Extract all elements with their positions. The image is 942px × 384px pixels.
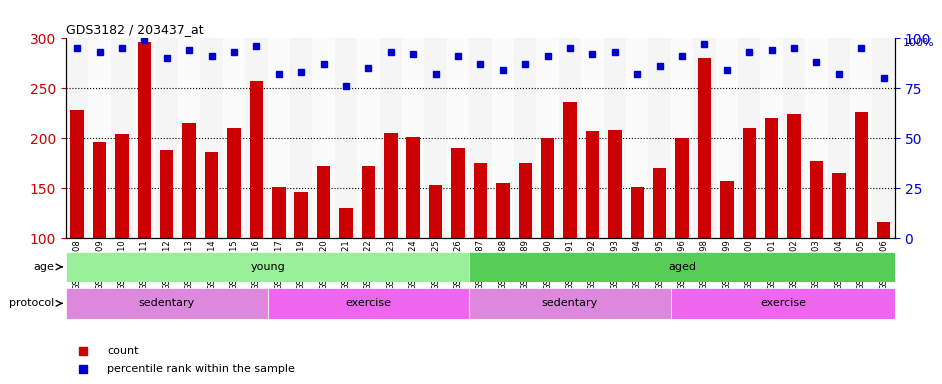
Bar	[183, 123, 196, 338]
Bar	[720, 181, 734, 338]
Bar	[559, 38, 581, 238]
Bar	[227, 128, 241, 338]
Text: sedentary: sedentary	[542, 298, 598, 308]
Bar	[854, 112, 868, 338]
Bar	[160, 150, 173, 338]
Bar	[155, 38, 178, 238]
Bar	[783, 38, 805, 238]
Bar	[518, 163, 532, 338]
FancyBboxPatch shape	[66, 252, 469, 282]
Bar	[877, 222, 890, 338]
Text: 100%: 100%	[903, 38, 934, 48]
Bar	[245, 38, 268, 238]
FancyBboxPatch shape	[469, 252, 895, 282]
Bar	[178, 38, 201, 238]
Text: sedentary: sedentary	[138, 298, 195, 308]
Bar	[469, 38, 492, 238]
Bar	[425, 38, 447, 238]
Text: age: age	[34, 262, 55, 272]
Bar	[407, 137, 420, 338]
Bar	[514, 38, 536, 238]
Bar	[496, 183, 510, 338]
Bar	[586, 131, 599, 338]
Bar	[451, 148, 464, 338]
Bar	[626, 38, 648, 238]
Bar	[339, 208, 352, 338]
Bar	[653, 168, 666, 338]
Bar	[313, 38, 334, 238]
FancyBboxPatch shape	[268, 288, 469, 319]
Bar	[648, 38, 671, 238]
Bar	[334, 38, 357, 238]
Text: protocol: protocol	[9, 298, 55, 308]
Bar	[357, 38, 380, 238]
Text: young: young	[251, 262, 284, 272]
Bar	[630, 187, 644, 338]
Bar	[492, 38, 514, 238]
Text: exercise: exercise	[346, 298, 391, 308]
Bar	[402, 38, 425, 238]
Bar	[250, 81, 263, 338]
Text: aged: aged	[668, 262, 696, 272]
Bar	[872, 38, 895, 238]
Bar	[317, 166, 331, 338]
Bar	[201, 38, 222, 238]
Bar	[832, 173, 846, 338]
Bar	[204, 152, 219, 338]
Bar	[272, 187, 285, 338]
Bar	[805, 38, 828, 238]
Bar	[810, 161, 823, 338]
Bar	[429, 185, 443, 338]
Bar	[380, 38, 402, 238]
Text: exercise: exercise	[760, 298, 805, 308]
Bar	[268, 38, 290, 238]
Bar	[71, 110, 84, 338]
Bar	[133, 38, 155, 238]
Bar	[93, 142, 106, 338]
FancyBboxPatch shape	[66, 288, 268, 319]
Text: count: count	[107, 346, 138, 356]
Text: GDS3182 / 203437_at: GDS3182 / 203437_at	[66, 23, 203, 36]
Bar	[536, 38, 559, 238]
Bar	[788, 114, 801, 338]
Bar	[563, 102, 577, 338]
Bar	[693, 38, 716, 238]
Bar	[295, 192, 308, 338]
Bar	[474, 163, 487, 338]
FancyBboxPatch shape	[671, 288, 895, 319]
Bar	[290, 38, 313, 238]
Bar	[604, 38, 626, 238]
Bar	[66, 38, 89, 238]
Text: percentile rank within the sample: percentile rank within the sample	[107, 364, 295, 374]
Bar	[362, 166, 375, 338]
Bar	[89, 38, 111, 238]
Bar	[739, 38, 760, 238]
Bar	[115, 134, 129, 338]
Bar	[609, 130, 622, 338]
Bar	[765, 118, 778, 338]
Bar	[760, 38, 783, 238]
Bar	[447, 38, 469, 238]
Bar	[742, 128, 756, 338]
FancyBboxPatch shape	[469, 288, 671, 319]
Bar	[850, 38, 872, 238]
Bar	[541, 138, 554, 338]
Bar	[675, 138, 689, 338]
Bar	[716, 38, 739, 238]
Bar	[671, 38, 693, 238]
Bar	[581, 38, 604, 238]
Bar	[828, 38, 850, 238]
Bar	[222, 38, 245, 238]
Bar	[111, 38, 133, 238]
Bar	[384, 133, 398, 338]
Bar	[138, 42, 151, 338]
Bar	[698, 58, 711, 338]
